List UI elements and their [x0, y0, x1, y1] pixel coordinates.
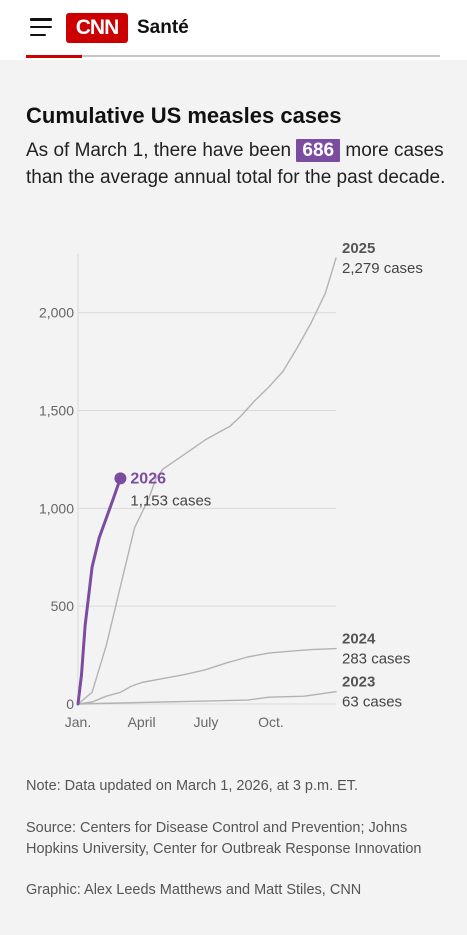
- x-tick-label: Jan.: [65, 714, 91, 730]
- cnn-logo[interactable]: CNN: [66, 13, 128, 43]
- x-tick-label: July: [193, 714, 218, 730]
- subtitle-text-after: more cases than the average annual total…: [26, 140, 446, 188]
- section-name[interactable]: Santé: [137, 17, 189, 38]
- chart-title: Cumulative US measles cases: [26, 103, 342, 128]
- series-total-label-2026: 1,153 cases: [130, 492, 211, 509]
- series-endpoint-2026: [114, 472, 127, 485]
- series-name-label-2025: 2025: [342, 240, 375, 257]
- menu-icon[interactable]: [30, 18, 52, 36]
- y-tick-label: 500: [51, 598, 75, 614]
- series-line-2023: [77, 691, 337, 705]
- subtitle-text-before: As of March 1, there have been: [26, 140, 297, 161]
- series-total-label-2025: 2,279 cases: [342, 260, 423, 277]
- header-divider-accent: [26, 55, 82, 58]
- x-tick-label: Oct.: [258, 714, 284, 730]
- series-total-label-2024: 283 cases: [342, 651, 410, 668]
- series-line-2026: [76, 476, 122, 706]
- footer-note: Note: Data updated on March 1, 2026, at …: [26, 778, 359, 794]
- header-divider: [26, 55, 440, 57]
- measles-line-chart: 0 500 1,000 1,500 2,000 Jan. April July Oct. 2023…: [39, 240, 423, 730]
- series-name-label-2023: 2023: [342, 674, 375, 691]
- series-line-2025: [77, 257, 337, 705]
- series-name-label-2024: 2024: [342, 631, 376, 648]
- series-line-2024: [77, 647, 337, 705]
- subtitle-highlight-value: 686: [296, 139, 341, 162]
- top-bar: CNN Santé: [0, 0, 467, 60]
- y-tick-label: 1,000: [39, 500, 74, 516]
- x-tick-label: April: [128, 714, 156, 730]
- y-tick-label: 2,000: [39, 305, 74, 321]
- chart-subtitle: As of March 1, there have been 686 more …: [26, 137, 446, 191]
- y-tick-label: 1,500: [39, 403, 74, 419]
- footer-credit: Graphic: Alex Leeds Matthews and Matt St…: [26, 882, 362, 898]
- series-total-label-2023: 63 cases: [342, 694, 402, 711]
- footer-source: Source: Centers for Disease Control and …: [26, 820, 422, 857]
- series-name-label-2026: 2026: [130, 470, 166, 487]
- y-tick-label: 0: [66, 696, 74, 712]
